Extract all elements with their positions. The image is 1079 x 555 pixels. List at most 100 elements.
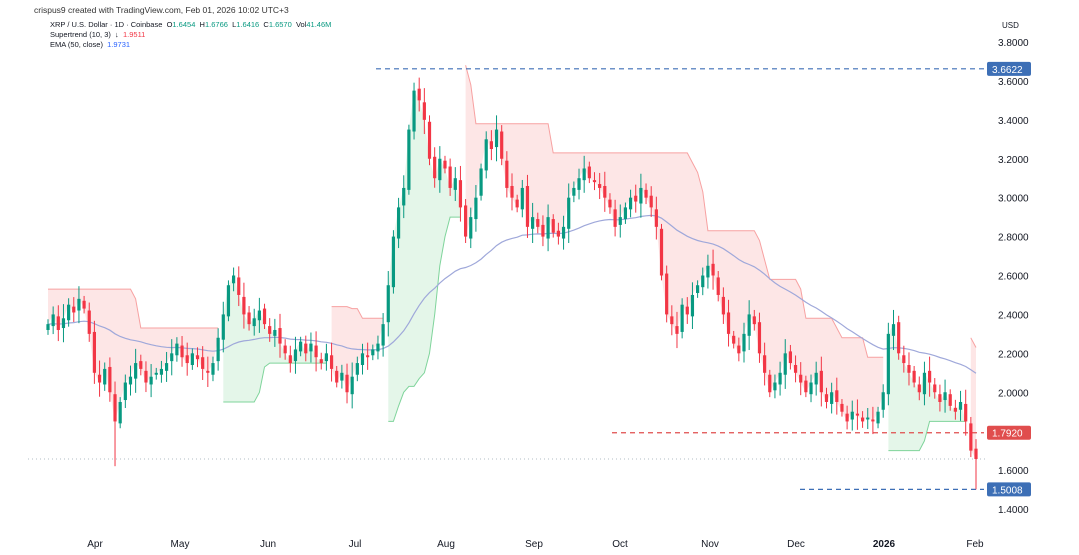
candle-body — [190, 353, 194, 366]
y-tick-label: 1.6000 — [998, 466, 1029, 477]
candle-body — [175, 343, 179, 356]
candle-body — [737, 345, 741, 354]
candle-body — [242, 296, 246, 315]
candle-body — [108, 366, 112, 393]
x-tick-label: Jul — [349, 539, 362, 550]
candle-body — [195, 355, 200, 360]
y-tick-label: 2.4000 — [998, 310, 1029, 321]
candle-body — [170, 353, 174, 362]
candle-body — [417, 88, 421, 101]
symbol-name[interactable]: XRP / U.S. Dollar · 1D · Coinbase — [50, 20, 163, 29]
supertrend-bear-line — [331, 306, 384, 319]
candle-body — [907, 365, 911, 373]
candle-body — [268, 326, 272, 334]
candle-body — [366, 355, 370, 358]
y-tick-label: 2.2000 — [998, 349, 1029, 360]
candle-body — [355, 363, 359, 375]
candle-body — [690, 294, 695, 317]
candle-body — [283, 345, 287, 354]
ohlc-high: 1.6766 — [204, 20, 228, 29]
candle-body — [288, 355, 292, 364]
candle-body — [897, 322, 901, 354]
candle-body — [46, 324, 50, 330]
ohlc-open: 1.6454 — [172, 20, 196, 29]
candle-body — [438, 158, 442, 181]
candle-body — [113, 394, 117, 422]
candle-body — [144, 370, 148, 383]
candle-body — [381, 324, 385, 346]
candle-body — [814, 372, 818, 385]
candle-body — [938, 394, 942, 402]
candle-body — [531, 217, 535, 229]
price-level-badge-label: 1.5008 — [992, 485, 1023, 496]
candle-body — [665, 273, 669, 315]
candle-body — [608, 199, 612, 208]
candle-body — [319, 359, 323, 364]
candle-body — [546, 217, 550, 239]
candle-body — [964, 403, 968, 422]
candle-body — [206, 370, 210, 373]
candle-body — [845, 413, 849, 422]
supertrend-bull-fill — [388, 90, 461, 422]
x-tick-label: Sep — [525, 539, 543, 550]
candle-body — [201, 357, 205, 369]
y-tick-label: 3.6000 — [998, 77, 1029, 88]
candle-body — [87, 310, 91, 334]
candle-body — [232, 275, 236, 284]
supertrend-legend-row[interactable]: Supertrend (10, 3) ↓ 1.9511 — [50, 30, 145, 39]
candle-body — [891, 324, 896, 336]
candle-body — [732, 335, 736, 344]
ohlc-l-label: L — [232, 20, 237, 29]
supertrend-bear-fill — [465, 65, 884, 422]
x-tick-label: May — [171, 539, 190, 550]
price-level-badge-label: 1.7920 — [992, 429, 1023, 440]
candle-body — [345, 374, 349, 393]
candle-body — [639, 187, 643, 204]
candle-body — [262, 308, 267, 325]
candle-body — [623, 207, 628, 220]
candle-body — [701, 275, 705, 288]
candle-body — [252, 318, 256, 327]
supertrend-bear-line — [465, 65, 884, 358]
candle-body — [850, 411, 854, 420]
candle-body — [407, 129, 411, 190]
y-tick-label: 3.4000 — [998, 116, 1029, 127]
supertrend-bull-line — [388, 216, 461, 422]
supertrend-bull-line — [888, 420, 966, 452]
candle-body — [561, 226, 566, 239]
candle-body — [123, 382, 127, 401]
x-tick-label: Nov — [701, 539, 719, 550]
candle-body — [453, 178, 457, 190]
candle-body — [340, 372, 344, 381]
candle-body — [953, 407, 957, 412]
ohlc-vol-label: Vol — [295, 20, 307, 29]
candle-body — [933, 384, 937, 393]
supertrend-label[interactable]: Supertrend (10, 3) — [50, 30, 111, 39]
candle-body — [180, 345, 184, 358]
candle-body — [309, 343, 313, 352]
candle-body — [61, 318, 66, 329]
symbol-legend-row[interactable]: XRP / U.S. Dollar · 1D · Coinbase O1.645… — [50, 20, 331, 29]
x-tick-label: Apr — [87, 539, 103, 550]
candle-body — [77, 298, 81, 311]
candle-body — [824, 394, 829, 402]
candle-body — [97, 374, 102, 383]
candle-body — [360, 353, 365, 366]
x-tick-label: Feb — [966, 539, 984, 550]
y-tick-label: 3.8000 — [998, 38, 1029, 49]
ohlc-h-label: H — [199, 20, 205, 29]
candle-body — [654, 209, 658, 227]
candle-body — [793, 365, 798, 373]
ema-legend-row[interactable]: EMA (50, close) 1.9731 — [50, 40, 130, 49]
candle-body — [469, 217, 473, 239]
candle-body — [819, 370, 823, 393]
x-tick-label: 2026 — [873, 539, 896, 550]
candle-body — [247, 312, 251, 325]
candle-body — [51, 314, 55, 327]
candle-body — [443, 160, 447, 169]
candle-body — [541, 224, 545, 237]
supertrend-bear-line — [970, 337, 977, 348]
x-tick-label: Oct — [612, 539, 628, 550]
ema-label[interactable]: EMA (50, close) — [50, 40, 103, 49]
